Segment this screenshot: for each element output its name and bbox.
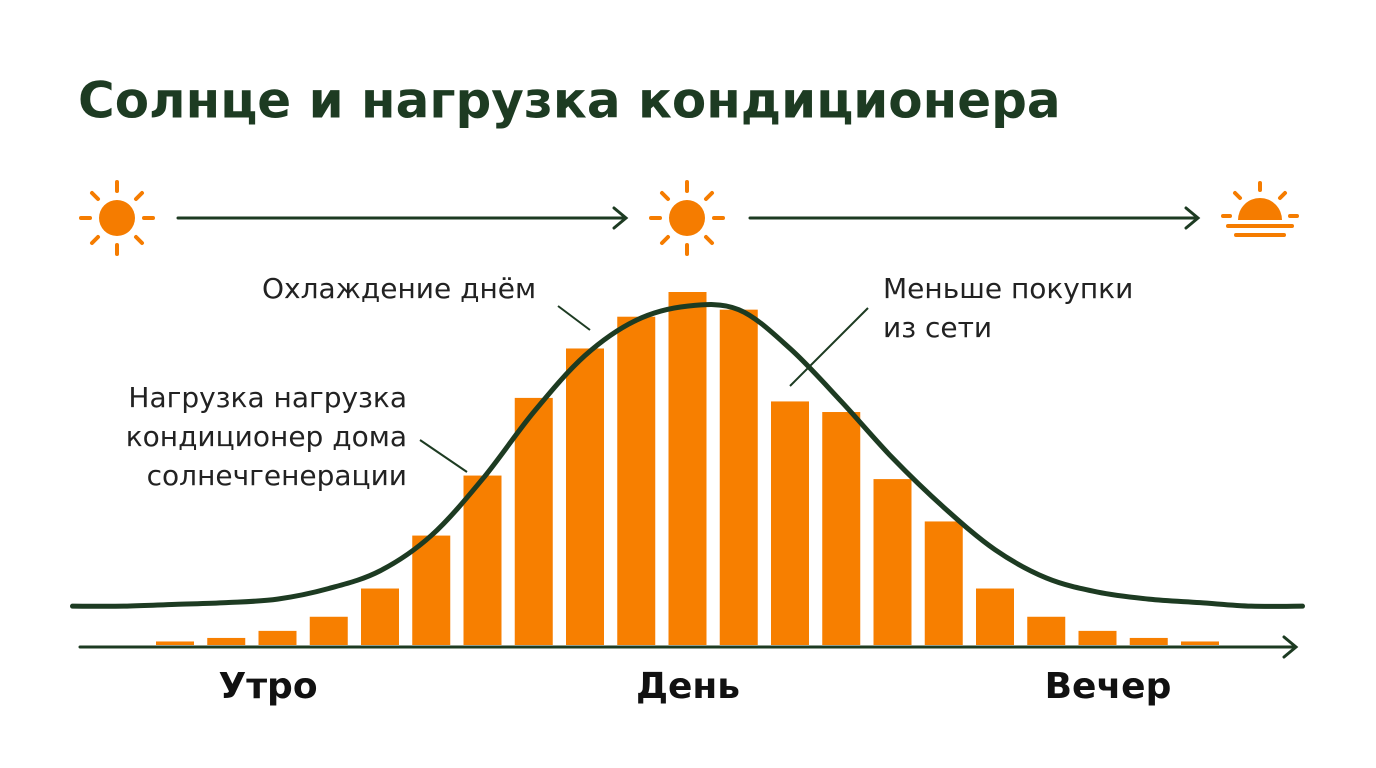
bar: [463, 475, 502, 645]
annotation: Меньше покупки: [883, 272, 1133, 305]
bar: [412, 535, 451, 645]
bar: [1129, 637, 1168, 645]
bar: [361, 588, 399, 645]
sun-sunset: [1221, 181, 1299, 237]
bar: [1027, 616, 1066, 645]
chart-title: Солнце и нагрузка кондиционера: [78, 72, 1061, 130]
bar: [1181, 641, 1219, 645]
annotation: из сети: [883, 311, 992, 344]
bar: [1078, 630, 1117, 645]
bar: [976, 588, 1014, 645]
annotation: Нагрузка нагрузка: [128, 381, 407, 414]
x-axis: [78, 635, 1299, 659]
bar: [873, 479, 912, 645]
bar: [309, 616, 348, 645]
time-label: День: [636, 666, 740, 707]
leaders: [419, 305, 869, 473]
load-curve: [70, 302, 1305, 609]
bar: [617, 316, 656, 645]
annotation: кондиционер дома: [126, 420, 407, 453]
time-label: Вечер: [1045, 666, 1172, 707]
time-arrows: [176, 206, 1201, 230]
bar: [566, 348, 604, 645]
bar: [668, 292, 707, 645]
bar: [822, 412, 861, 645]
bar: [719, 309, 758, 645]
bar: [514, 397, 553, 645]
bar: [156, 641, 194, 645]
annotation: Охлаждение днём: [262, 272, 536, 305]
sun-morning: [79, 180, 155, 256]
bar: [924, 521, 963, 645]
bar: [207, 637, 246, 645]
time-label: Утро: [218, 666, 317, 707]
bar: [771, 401, 809, 645]
sun-noon: [649, 180, 725, 256]
bar: [258, 630, 297, 645]
annotation: солнечгенерации: [147, 459, 407, 492]
